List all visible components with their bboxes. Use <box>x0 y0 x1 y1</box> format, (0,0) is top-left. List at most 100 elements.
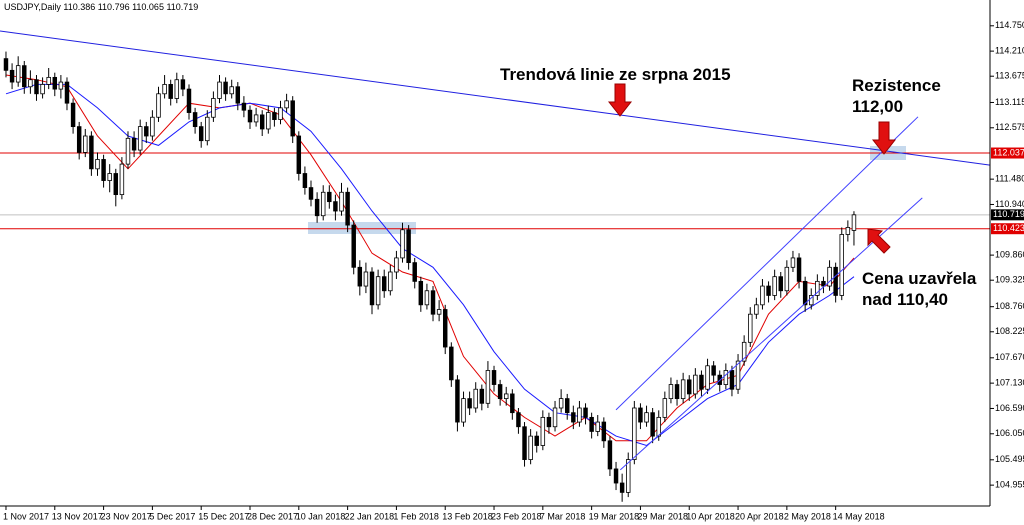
candle-body <box>144 126 149 137</box>
candle-body <box>430 290 436 315</box>
support-zone <box>308 222 416 234</box>
trendline <box>0 30 991 166</box>
candle-body <box>357 266 363 287</box>
candle-body <box>52 76 58 90</box>
x-tick-label: 15 Dec 2017 <box>198 511 249 521</box>
y-tick-label: 110.940 <box>995 199 1024 209</box>
candle-body <box>693 374 698 395</box>
candle-body <box>119 163 125 196</box>
candle-body <box>461 398 466 423</box>
candle-body <box>638 407 643 423</box>
price-label-box <box>991 209 1024 221</box>
candle-body <box>168 84 173 99</box>
candle-body <box>546 416 552 428</box>
candle-body <box>711 365 716 376</box>
moving-average <box>5 83 855 447</box>
candle-body <box>723 370 729 385</box>
candle-body <box>766 285 771 296</box>
arrow <box>607 83 633 117</box>
candle-body <box>192 112 198 128</box>
y-tick-label: 108.225 <box>995 326 1024 336</box>
x-tick-label: 23 Nov 2017 <box>101 511 152 521</box>
candle-body <box>320 191 326 217</box>
candle-body <box>40 84 45 95</box>
candle-body <box>595 421 600 432</box>
candle-body <box>156 93 161 118</box>
annotation: Trendová linie ze srpna 2015 <box>500 65 731 84</box>
candle-body <box>845 227 851 235</box>
candle-body <box>101 159 106 181</box>
candle-body <box>778 276 783 292</box>
candle-body <box>308 187 314 200</box>
candle-body <box>327 191 332 203</box>
candle-body <box>851 214 857 231</box>
candle-body <box>70 102 76 128</box>
price-label: 110.719 <box>993 209 1024 219</box>
candle-body <box>674 384 680 400</box>
candle-body <box>205 116 210 142</box>
candle-body <box>266 112 271 130</box>
candle-body <box>180 79 186 90</box>
annotation: Cena uzavřela <box>862 269 977 288</box>
candle-body <box>284 100 289 109</box>
candle-body <box>412 262 417 282</box>
candle-body <box>473 388 478 409</box>
candle-body <box>485 370 491 404</box>
candle-body <box>583 407 588 418</box>
x-tick-label: 13 Nov 2017 <box>52 511 103 521</box>
x-tick-label: 14 May 2018 <box>833 511 885 521</box>
x-tick-label: 28 Dec 2017 <box>247 511 298 521</box>
y-tick-label: 105.495 <box>995 454 1024 464</box>
candle-body <box>290 100 295 137</box>
header: USDJPY,Daily 110.386 110.796 110.065 110… <box>4 2 198 12</box>
candle-body <box>601 421 607 442</box>
candle-body <box>3 58 9 71</box>
x-tick-label: 7 Mar 2018 <box>540 511 586 521</box>
candle-body <box>64 81 70 104</box>
y-tick-label: 107.130 <box>995 378 1024 388</box>
candle-body <box>436 309 442 315</box>
candle-body <box>162 84 167 95</box>
candle-body <box>772 276 777 296</box>
candle-body <box>302 173 308 188</box>
x-tick-label: 10 Apr 2018 <box>686 511 735 521</box>
y-tick-label: 113.115 <box>995 97 1024 107</box>
candle-body <box>668 384 674 400</box>
candle-body <box>253 114 259 123</box>
candle-body <box>76 126 82 153</box>
x-tick-label: 13 Feb 2018 <box>442 511 493 521</box>
candle-body <box>687 379 692 395</box>
candle-body <box>827 266 832 287</box>
candle-body <box>424 290 430 306</box>
candle-body <box>510 393 515 414</box>
candle-body <box>741 341 747 362</box>
candle-body <box>656 416 661 437</box>
candle-body <box>540 416 546 446</box>
trendline <box>619 197 923 471</box>
candle-body <box>296 135 302 174</box>
y-tick-label: 114.210 <box>995 45 1024 55</box>
candle-body <box>394 257 399 273</box>
candle-body <box>565 398 570 414</box>
candle-body <box>333 201 338 212</box>
candle-body <box>662 398 668 418</box>
candle-body <box>748 313 753 343</box>
candle-body <box>125 137 131 165</box>
candle-body <box>705 365 710 390</box>
x-tick-label: 23 Feb 2018 <box>491 511 542 521</box>
candle-body <box>363 271 369 287</box>
candle-body <box>644 412 649 423</box>
candle-body <box>278 107 283 120</box>
candle-body <box>241 102 247 111</box>
price-label: 110.423 <box>993 223 1024 233</box>
candle-body <box>528 435 533 460</box>
candle-body <box>821 280 826 287</box>
candle-body <box>455 379 460 423</box>
candle-body <box>497 384 503 400</box>
y-tick-label: 109.860 <box>995 249 1024 259</box>
candle-body <box>534 435 539 446</box>
candle-body <box>388 271 393 292</box>
candle-body <box>735 360 741 390</box>
candle-body <box>345 191 350 226</box>
x-tick-label: 1 Feb 2018 <box>393 511 439 521</box>
